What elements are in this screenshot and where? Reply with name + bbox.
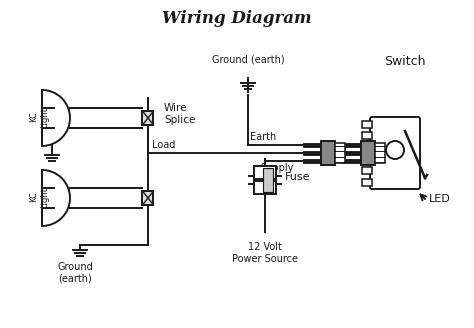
Bar (143, 191, 154, 205)
Bar (362, 167, 372, 174)
Bar (335, 143, 345, 163)
Text: Load: Load (152, 140, 175, 150)
Bar (321, 141, 335, 165)
Bar (254, 166, 276, 179)
Text: 12 Volt
Power Source: 12 Volt Power Source (232, 242, 298, 264)
Wedge shape (42, 170, 70, 226)
Bar (362, 144, 372, 151)
Bar (362, 155, 372, 162)
Text: Ground (earth): Ground (earth) (212, 54, 284, 64)
Text: Ground
(earth): Ground (earth) (57, 262, 93, 284)
Text: Wire
Splice: Wire Splice (164, 103, 195, 125)
Bar (254, 181, 276, 194)
Bar (362, 120, 372, 128)
Bar (143, 111, 154, 125)
Text: Fuse: Fuse (285, 172, 310, 182)
Bar (361, 141, 375, 165)
Bar (362, 132, 372, 139)
Bar (362, 178, 372, 186)
Text: Switch: Switch (384, 55, 426, 68)
Circle shape (386, 141, 404, 159)
FancyBboxPatch shape (370, 117, 420, 189)
Wedge shape (42, 90, 70, 146)
Text: Supply: Supply (260, 163, 293, 173)
Text: Wiring Diagram: Wiring Diagram (162, 10, 312, 27)
Text: KC
Light: KC Light (29, 187, 49, 208)
Bar (375, 143, 385, 163)
Text: LED: LED (429, 194, 451, 204)
Text: Earth: Earth (250, 132, 276, 142)
Text: KC
Light: KC Light (29, 107, 49, 128)
Bar (264, 168, 273, 192)
